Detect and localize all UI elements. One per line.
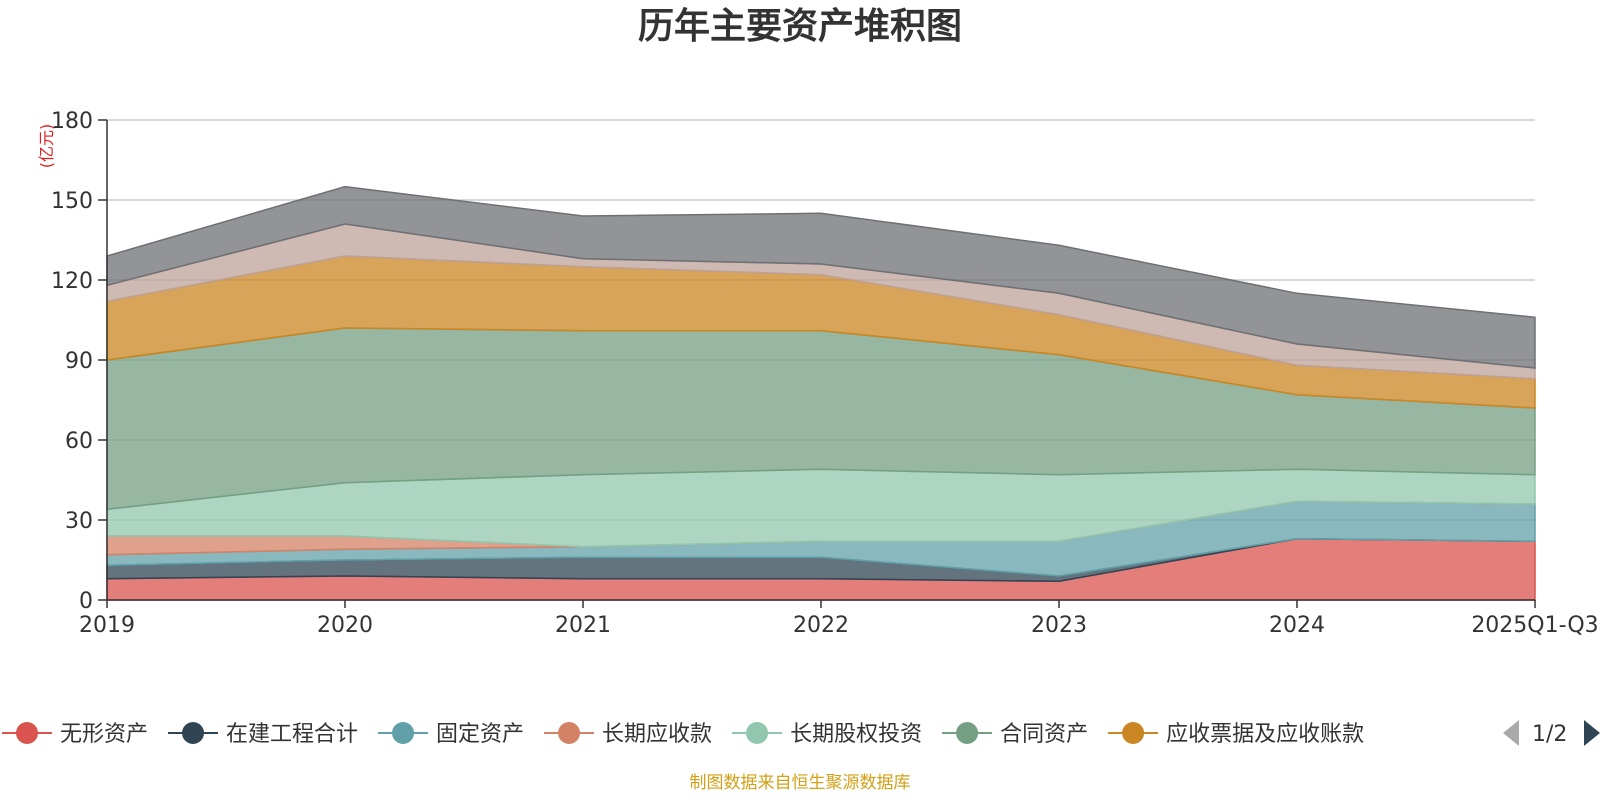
legend-item-2[interactable]: 固定资产 [378, 722, 524, 747]
x-tick-label-0: 2019 [79, 613, 135, 638]
x-tick-label-5: 2024 [1269, 613, 1325, 638]
chart-title: 历年主要资产堆积图 [638, 6, 962, 47]
legend-item-4[interactable]: 长期股权投资 [732, 722, 922, 747]
legend-item-6[interactable]: 应收票据及应收账款 [1108, 722, 1364, 747]
x-tick-label-4: 2023 [1031, 613, 1087, 638]
legend-label-3: 长期应收款 [602, 722, 712, 747]
axes: 0 30 60 90 120 150 180 2019 2020 2021 2022 2023 2024… [51, 109, 1599, 638]
legend-marker-6 [1122, 722, 1145, 744]
legend-page-indicator: 1/2 [1532, 722, 1567, 747]
area-series [106, 185, 1536, 601]
legend-pager: 1/2 [1503, 720, 1600, 747]
legend-marker-4 [746, 722, 769, 744]
legend-prev-page-icon[interactable] [1503, 720, 1519, 746]
x-tick-label-3: 2022 [793, 613, 849, 638]
legend-label-0: 无形资产 [60, 722, 148, 747]
x-tick-label-2: 2021 [555, 613, 611, 638]
legend-label-5: 合同资产 [1000, 722, 1088, 747]
legend-item-3[interactable]: 长期应收款 [544, 722, 712, 747]
legend-marker-3 [558, 722, 581, 744]
x-tick-label-1: 2020 [317, 613, 373, 638]
legend-label-6: 应收票据及应收账款 [1166, 722, 1364, 747]
legend-marker-2 [392, 722, 415, 744]
x-tick-label-6: 2025Q1-Q3 [1471, 613, 1598, 638]
y-tick-label-150: 150 [51, 189, 93, 214]
y-axis-unit-label: (亿元) [37, 124, 56, 169]
y-tick-label-180: 180 [51, 109, 93, 134]
legend-item-0[interactable]: 无形资产 [2, 722, 148, 747]
legend-item-1[interactable]: 在建工程合计 [168, 722, 358, 747]
area-series-8 [106, 185, 1536, 369]
legend: 无形资产 在建工程合计 固定资产 长期应收款 长期股权投资 合同资产 应收票据及应收账款 [2, 722, 1364, 747]
data-source-note: 制图数据来自恒生聚源数据库 [690, 773, 911, 793]
y-tick-label-90: 90 [65, 349, 93, 374]
y-tick-label-0: 0 [79, 589, 93, 614]
legend-marker-0 [16, 722, 38, 744]
legend-label-4: 长期股权投资 [790, 722, 922, 747]
legend-marker-1 [182, 722, 205, 744]
legend-item-5[interactable]: 合同资产 [942, 722, 1088, 747]
legend-next-page-icon[interactable] [1584, 720, 1600, 746]
y-tick-label-60: 60 [65, 429, 93, 454]
legend-marker-5 [956, 722, 979, 744]
y-tick-label-30: 30 [65, 509, 93, 534]
legend-label-1: 在建工程合计 [226, 722, 358, 747]
legend-label-2: 固定资产 [436, 722, 524, 747]
y-tick-label-120: 120 [51, 269, 93, 294]
